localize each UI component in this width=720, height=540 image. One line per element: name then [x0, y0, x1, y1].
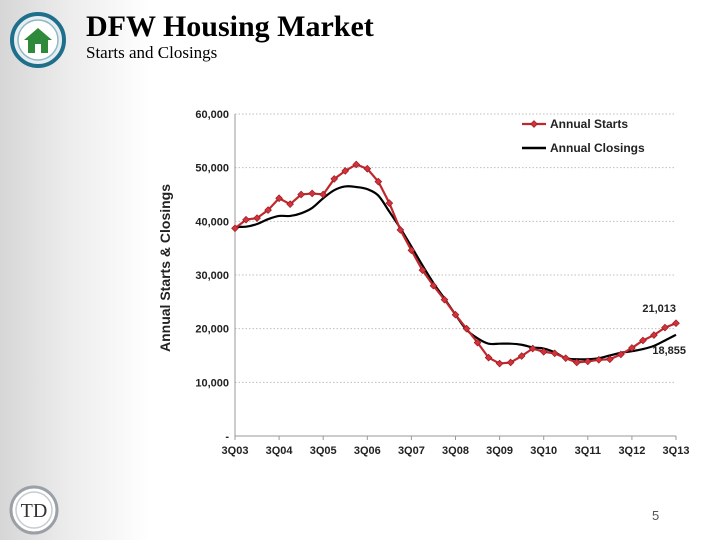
axis-layer: - 10,000 20,000 30,000 40,000 50,000 60,000 3Q0…	[195, 109, 689, 457]
data-point-annual-starts	[275, 194, 283, 203]
data-point-annual-starts	[583, 357, 592, 366]
left-gradient-band	[0, 0, 150, 540]
legend-label-annual-closings: Annual Closings	[550, 141, 645, 155]
td-logo: TD	[9, 485, 59, 535]
annotation-closings-end-value: 18,855	[652, 345, 686, 357]
data-point-annual-starts	[495, 359, 504, 368]
data-point-annual-starts	[661, 323, 669, 332]
data-point-annual-starts	[506, 358, 515, 367]
data-point-annual-starts	[374, 177, 383, 186]
data-point-annual-starts	[264, 206, 272, 214]
y-tick-label: 20,000	[195, 324, 229, 336]
housing-line-chart: - 10,000 20,000 30,000 40,000 50,000 60,000 3Q0…	[157, 109, 689, 457]
x-tick-label: 3Q06	[354, 445, 381, 457]
data-point-annual-starts	[231, 224, 239, 233]
page-title: DFW Housing Market	[86, 10, 374, 43]
svg-text:TD: TD	[21, 500, 48, 522]
data-point-annual-starts	[462, 324, 471, 333]
series-layer	[231, 160, 680, 368]
data-point-annual-starts	[330, 175, 339, 183]
page-subtitle: Starts and Closings	[86, 43, 218, 62]
x-tick-label: 3Q12	[618, 445, 645, 457]
data-point-annual-starts	[451, 310, 460, 319]
data-point-annual-starts	[341, 167, 350, 175]
legend-marker-annual-starts	[530, 120, 538, 128]
page-number: 5	[652, 508, 660, 523]
y-tick-label: 10,000	[195, 377, 229, 389]
y-tick-label: 40,000	[195, 216, 229, 228]
legend: Annual Starts Annual Closings	[522, 117, 645, 155]
data-point-annual-starts	[363, 164, 372, 173]
x-tick-label: 3Q10	[530, 445, 557, 457]
data-point-annual-starts	[308, 189, 316, 198]
data-point-annual-starts	[617, 350, 625, 359]
x-tick-label: 3Q04	[266, 445, 294, 457]
data-point-annual-starts	[639, 336, 647, 345]
series-line-annual-closings	[234, 185, 677, 361]
x-tick-label: 3Q03	[222, 445, 249, 457]
legend-label-annual-starts: Annual Starts	[550, 117, 628, 131]
data-point-annual-starts	[650, 331, 658, 339]
data-point-annual-starts	[352, 160, 361, 169]
y-axis-title: Annual Starts & Closings	[157, 184, 173, 352]
data-point-annual-starts	[606, 355, 614, 364]
data-point-annual-starts	[595, 355, 603, 364]
y-tick-label: 60,000	[195, 109, 229, 121]
data-point-annual-starts	[418, 266, 427, 274]
data-point-annual-starts	[396, 226, 405, 234]
data-point-annual-starts	[319, 190, 328, 199]
data-point-annual-starts	[297, 190, 305, 199]
x-tick-label: 3Q09	[486, 445, 513, 457]
data-point-annual-starts	[628, 344, 636, 352]
data-point-annual-starts	[561, 354, 570, 363]
data-point-annual-starts	[539, 347, 548, 356]
y-tick-label: 50,000	[195, 163, 229, 175]
grid-layer	[235, 113, 676, 383]
data-point-annual-starts	[572, 358, 581, 367]
house-logo-icon	[10, 12, 66, 68]
label-layer: 21,013 18,855	[642, 303, 686, 357]
annotation-starts-end-value: 21,013	[642, 303, 676, 315]
data-point-annual-starts	[528, 344, 537, 353]
x-tick-label: 3Q13	[663, 445, 690, 457]
data-point-annual-starts	[672, 319, 680, 328]
x-tick-label: 3Q08	[442, 445, 469, 457]
y-tick-label: -	[225, 431, 229, 443]
data-point-annual-starts	[550, 349, 559, 358]
y-tick-label: 30,000	[195, 270, 229, 282]
data-point-annual-starts	[253, 214, 261, 222]
x-tick-label: 3Q05	[310, 445, 337, 457]
data-point-annual-starts	[385, 199, 394, 207]
x-tick-label: 3Q07	[398, 445, 425, 457]
data-point-annual-starts	[407, 246, 416, 255]
data-point-annual-starts	[440, 295, 449, 304]
data-point-annual-starts	[473, 338, 482, 347]
data-point-annual-starts	[242, 215, 250, 224]
x-tick-label: 3Q11	[575, 445, 601, 457]
data-point-annual-starts	[286, 200, 294, 208]
data-point-annual-starts	[517, 352, 526, 360]
data-point-annual-starts	[429, 281, 438, 290]
data-point-annual-starts	[484, 353, 493, 362]
